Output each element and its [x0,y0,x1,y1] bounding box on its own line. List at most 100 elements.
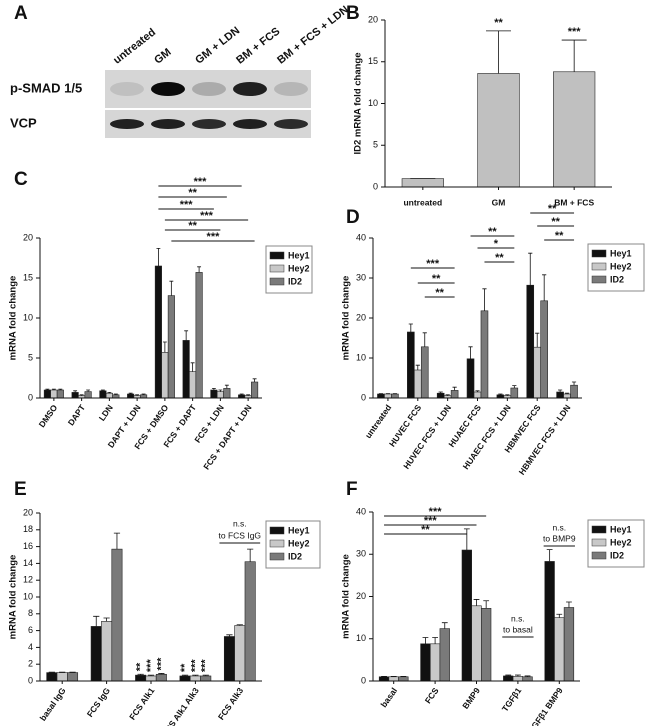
panel-letter: F [346,479,358,500]
bar [179,675,191,682]
x-tick-label: FCS Alk1 Alk3 [160,685,201,726]
error-bar [158,673,165,675]
bar [50,389,58,399]
error-bar [147,674,155,676]
bar [477,73,520,188]
legend-swatch [269,251,285,260]
bar [244,561,256,682]
error-bar [141,393,146,395]
error-bar [226,634,233,637]
bar [56,672,68,682]
legend-label: Hey1 [610,248,632,258]
error-bar [438,391,443,394]
error-bar [218,389,223,392]
bar [471,605,482,682]
significance: *** [145,659,157,673]
blot-band [110,82,144,96]
bar [544,561,555,682]
error-bar [432,637,438,644]
x-tick-label: HBMVEC FCS + LDN [517,403,573,477]
note: to basal [503,624,533,634]
y-tick-label: 2 [28,659,33,669]
error-bar [515,674,521,677]
bar [473,391,482,399]
legend-swatch [591,525,607,534]
error-bar [113,393,118,395]
bar [43,389,51,399]
legend-swatch [591,551,607,560]
error-bar [445,394,450,396]
significance: ** [179,663,191,672]
error-bar [452,386,457,391]
note: n.s. [511,613,525,623]
bar [461,549,472,682]
y-tick-label: 16 [23,541,33,551]
lane-label: BM + FCS [234,25,282,66]
y-axis-title: mRNA fold change [8,276,19,361]
blot-strip [105,70,311,108]
error-bar [169,280,174,296]
bar [450,390,459,399]
legend-label: Hey1 [288,250,310,260]
y-tick-label: 40 [356,232,366,242]
y-tick-label: 4 [28,642,33,652]
error-bar [564,392,570,394]
significance: ** [435,287,444,299]
error-bar [246,394,251,396]
error-bar [100,389,105,391]
error-bar [113,532,121,550]
legend-label: Hey2 [610,261,632,271]
bar [67,672,79,682]
bar [503,675,514,682]
error-bar [192,674,199,676]
y-tick-label: 0 [28,675,33,685]
x-tick-label: LDN [97,403,115,423]
y-tick-label: 15 [368,56,378,66]
legend-label: ID2 [610,550,624,560]
legend-swatch [591,249,607,258]
significance: *** [180,199,194,211]
y-tick-label: 20 [356,312,366,322]
bar [234,625,246,682]
y-tick-label: 20 [23,232,33,242]
bar [420,643,431,682]
bar [161,352,169,399]
significance: ** [548,203,557,215]
lane-label: GM + LDN [193,25,242,67]
bar [101,621,113,682]
bar [200,675,212,682]
significance: ** [555,230,564,242]
blot-band [192,82,226,96]
error-bar [463,528,470,551]
bar [84,391,92,399]
axes [384,20,612,188]
y-tick-label: 0 [361,392,366,402]
x-tick-label: FCS Alk1 [127,685,157,721]
error-bar [566,601,572,608]
bar [436,392,445,399]
panel-letter: A [14,3,28,24]
legend-label: Hey1 [610,524,632,534]
bar [46,672,58,682]
significance: *** [207,231,221,243]
bar [439,628,450,682]
error-bar [561,39,587,72]
legend-swatch [591,262,607,271]
error-bar [156,248,161,266]
error-bar [535,332,540,348]
legend-swatch [269,526,285,535]
bar [556,391,564,399]
error-bar [252,378,257,382]
note: n.s. [552,522,566,532]
bar [563,607,575,682]
significance: *** [194,176,208,188]
x-tick-label: basal [379,686,400,710]
lane-label: GM [152,46,173,66]
x-tick-label: FCS Alk3 [216,685,246,721]
bar [420,346,429,399]
significance: ** [188,220,197,232]
error-bar [236,624,243,626]
y-tick-label: 10 [23,591,33,601]
bar [522,676,533,682]
bar [563,393,571,399]
